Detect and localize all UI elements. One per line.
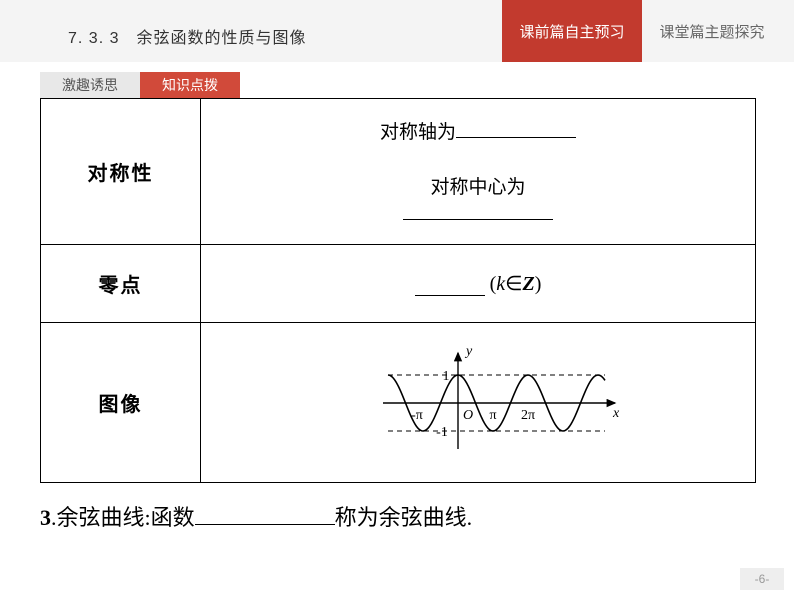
blank-func	[195, 505, 335, 525]
row-symmetry-body: 对称轴为 对称中心为	[201, 99, 756, 245]
zero-paren-close: )	[535, 273, 542, 295]
symmetry-center-prefix: 对称中心为	[430, 177, 525, 198]
blank-axis	[456, 121, 576, 138]
symmetry-axis-prefix: 对称轴为	[380, 122, 456, 143]
tab-explore[interactable]: 课堂篇主题探究	[642, 0, 782, 62]
svg-text:π: π	[489, 408, 496, 423]
blank-center	[403, 203, 553, 220]
footer-num: 3	[40, 505, 51, 530]
row-graph-label: 图像	[41, 323, 201, 483]
properties-table: 对称性 对称轴为 对称中心为 零点 (k∈Z) 图像 x y O -π π 2π 1 -1	[40, 98, 756, 483]
row-zero-label: 零点	[41, 245, 201, 323]
subtab-intro[interactable]: 激趣诱思	[40, 72, 140, 98]
svg-text:O: O	[463, 408, 473, 423]
svg-text:2π: 2π	[521, 408, 535, 423]
zero-in: ∈	[505, 273, 522, 295]
subtab-points[interactable]: 知识点拨	[140, 72, 240, 98]
cosine-graph: x y O -π π 2π 1 -1	[328, 338, 628, 468]
svg-text:-1: -1	[436, 425, 448, 440]
tab-preview[interactable]: 课前篇自主预习	[502, 0, 642, 62]
zero-k: k	[496, 273, 505, 295]
header-bar: 7. 3. 3 余弦函数的性质与图像 课前篇自主预习 课堂篇主题探究	[0, 0, 794, 62]
svg-text:1: 1	[443, 369, 450, 384]
footer-line: 3.余弦曲线:函数 称为余弦曲线.	[40, 500, 472, 532]
footer-after: 称为余弦曲线.	[335, 505, 473, 530]
row-symmetry-label: 对称性	[41, 99, 201, 245]
row-zero-body: (k∈Z)	[201, 245, 756, 323]
footer-before: .余弦曲线:函数	[51, 505, 195, 530]
svg-text:y: y	[464, 344, 473, 359]
zero-Z: Z	[523, 273, 535, 295]
subtab-group: 激趣诱思 知识点拨	[40, 72, 240, 98]
page-number: -6-	[740, 568, 784, 590]
svg-text:-π: -π	[411, 408, 423, 423]
row-graph-body: x y O -π π 2π 1 -1	[201, 323, 756, 483]
svg-text:x: x	[612, 406, 620, 421]
chapter-title: 7. 3. 3 余弦函数的性质与图像	[68, 24, 306, 48]
blank-zero	[415, 278, 485, 296]
